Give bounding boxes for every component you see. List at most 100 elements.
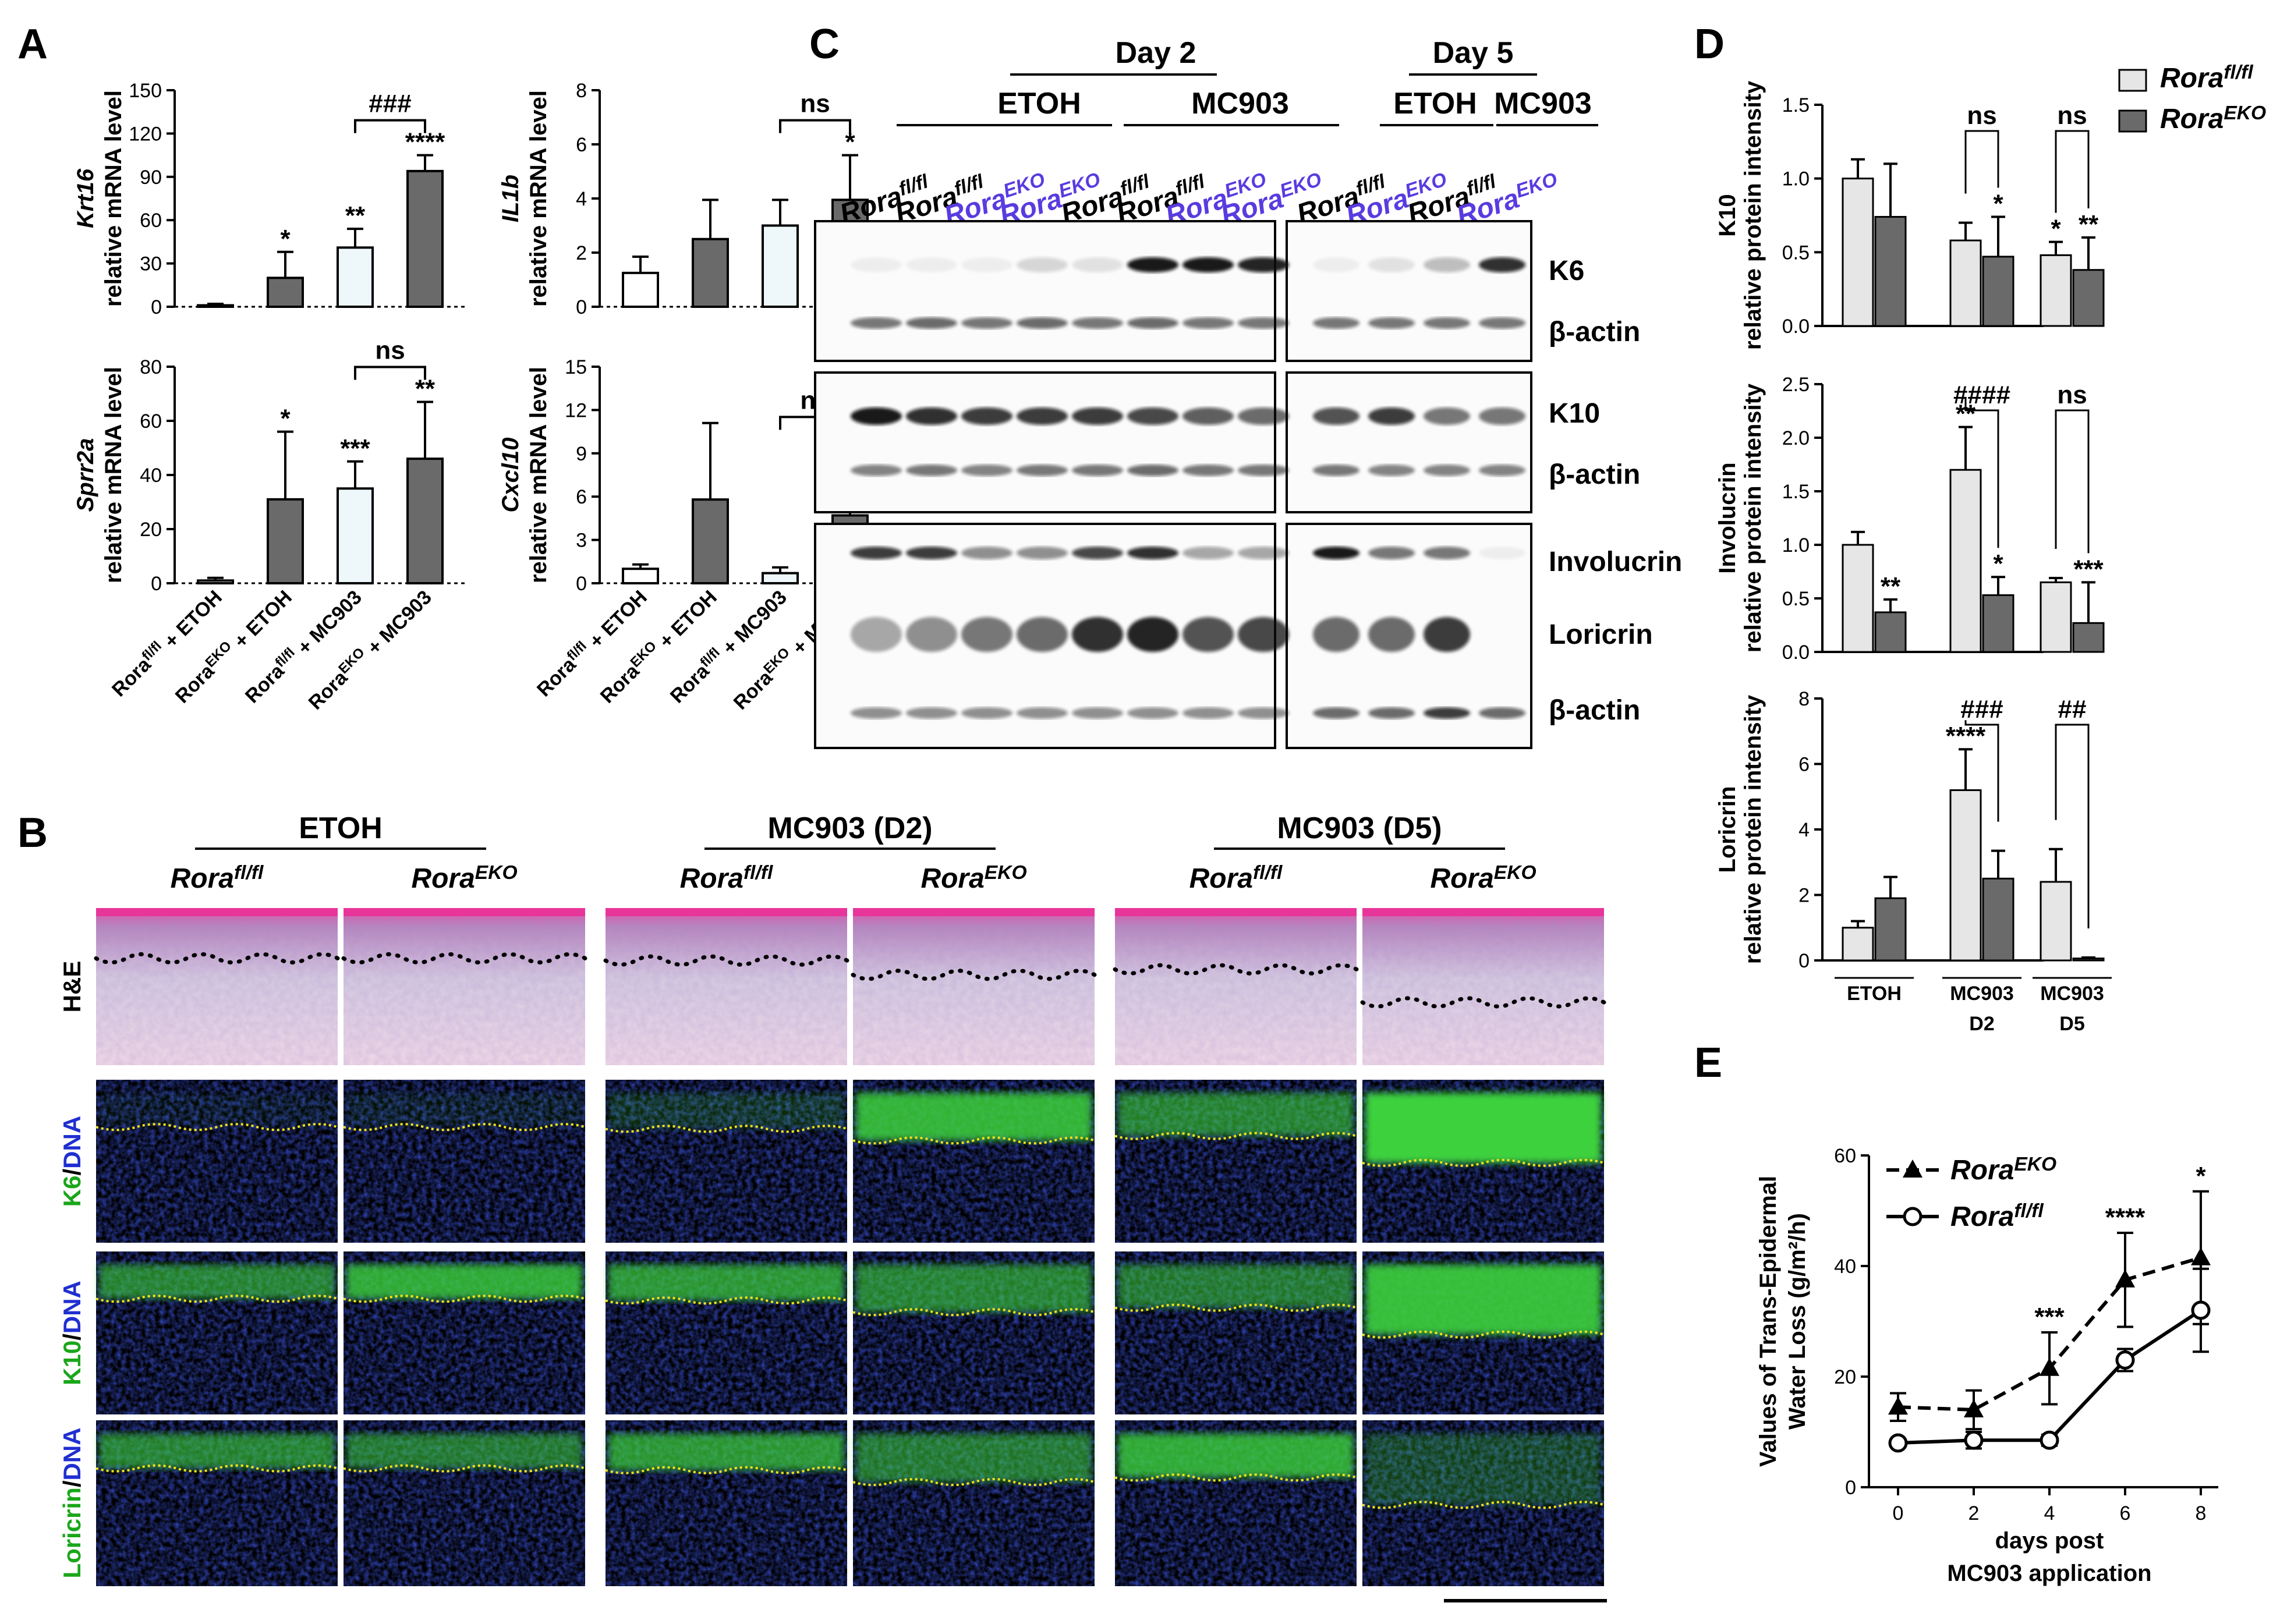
dermal-junction-line xyxy=(95,1464,338,1473)
legend-label: Rorafl/fl xyxy=(2160,62,2253,94)
genotype-superscript: EKO xyxy=(2014,1154,2056,1175)
genotype-name: Rora xyxy=(680,863,743,894)
blot-label: K6 xyxy=(1549,256,1584,286)
data-point-circle xyxy=(2040,1430,2059,1450)
band xyxy=(1182,707,1234,719)
protein-label: Loricrin xyxy=(1715,786,1740,873)
band xyxy=(906,707,957,719)
panel-e-label: E xyxy=(1694,1040,1722,1086)
genotype-name: Rora xyxy=(2160,63,2224,94)
genotype-superscript: fl/fl xyxy=(1253,862,1283,884)
epidermal-signal xyxy=(346,1093,582,1127)
band xyxy=(1368,707,1415,719)
band xyxy=(1017,317,1068,329)
row-label-part: / xyxy=(58,1168,86,1175)
stratum-corneum xyxy=(1362,908,1604,916)
y-tick-label: 0 xyxy=(1798,950,1810,972)
band xyxy=(1479,464,1525,476)
micrograph-r2c1 xyxy=(343,1251,586,1414)
bar-rora-eko xyxy=(1982,877,2014,962)
y-tick-label: 0 xyxy=(151,296,162,318)
data-point-triangle xyxy=(2191,1247,2211,1265)
comparison-bracket xyxy=(1964,720,1999,822)
chart-k10: 0.0 0.5 1.0 1.5 K10 relative protein intensit… xyxy=(1715,80,2105,350)
band xyxy=(851,407,902,425)
band xyxy=(1017,617,1068,652)
band xyxy=(1017,707,1068,719)
band xyxy=(1479,407,1525,425)
blot-label: Loricrin xyxy=(1549,619,1653,650)
x-axis-label: days post xyxy=(1995,1528,2104,1554)
comparison-bracket xyxy=(354,366,426,380)
micrograph-r0c2 xyxy=(603,908,849,1065)
y-tick-label: 9 xyxy=(576,443,587,465)
micrograph-r0c1 xyxy=(341,908,587,1065)
blot-label: β-actin xyxy=(1549,695,1640,726)
band xyxy=(1182,407,1234,425)
x-tick-label: 8 xyxy=(2196,1502,2207,1524)
dermal-junction-line xyxy=(605,1296,848,1305)
dermal-junction-line xyxy=(852,1478,1095,1487)
band xyxy=(851,257,902,272)
band xyxy=(1368,617,1415,652)
band xyxy=(1479,547,1525,559)
bar-rora-flfl xyxy=(1949,239,1982,327)
bar-rora-eko xyxy=(1982,256,2014,327)
bracket-label: ns xyxy=(800,90,830,118)
stratum-corneum xyxy=(853,908,1095,916)
genotype-superscript: fl/fl xyxy=(743,862,773,884)
genotype-treatment: + MC903 xyxy=(359,586,436,663)
epidermal-signal xyxy=(1365,1093,1601,1163)
stratum-corneum xyxy=(96,908,338,916)
bar-rora-flfl xyxy=(2040,581,2072,653)
band xyxy=(1017,464,1068,476)
y-tick-label: 40 xyxy=(140,464,162,487)
micrograph-r0c3 xyxy=(851,908,1097,1065)
band xyxy=(1017,407,1068,425)
epidermal-signal xyxy=(1365,1264,1601,1335)
genotype-header: RoraEKO xyxy=(1430,862,1536,894)
x-axis-label: MC903 application xyxy=(1947,1561,2151,1586)
data-point-circle xyxy=(2115,1350,2135,1370)
group-header: ETOH xyxy=(299,811,383,845)
y-tick-label: 3 xyxy=(576,530,587,552)
bar-rora-eko xyxy=(1874,897,1907,962)
band xyxy=(1479,707,1525,719)
band xyxy=(1313,257,1359,272)
y-axis-label: Water Loss (g/m²/h) xyxy=(1785,1213,1810,1430)
band xyxy=(1072,547,1123,559)
band xyxy=(1479,317,1525,329)
genotype-superscript: fl/fl xyxy=(2014,1200,2044,1222)
genotype-name: Rora xyxy=(1430,863,1493,894)
genotype-superscript: EKO xyxy=(475,862,518,884)
dermal-junction-line xyxy=(852,1308,1095,1317)
epidermal-signal xyxy=(608,1093,844,1129)
band xyxy=(1424,407,1470,425)
genotype-superscript: EKO xyxy=(985,862,1027,884)
category-label: Rorafl/fl + MC903 xyxy=(240,584,366,710)
epidermal-signal xyxy=(608,1433,844,1470)
micrograph-r0c5 xyxy=(1360,908,1606,1065)
x-category-sublabel: D2 xyxy=(1969,1013,1994,1035)
y-tick-label: 0.0 xyxy=(1782,315,1810,338)
x-category-label: ETOH xyxy=(1847,983,1902,1005)
y-tick-label: 0.5 xyxy=(1782,588,1810,610)
data-point-triangle xyxy=(2040,1357,2059,1376)
dermal-junction-line xyxy=(343,1295,586,1303)
bar xyxy=(762,572,799,585)
dermal-junction-line xyxy=(1362,1158,1605,1167)
gene-label: Sprr2a xyxy=(73,438,98,512)
band xyxy=(1072,317,1123,329)
genotype-header: RoraEKO xyxy=(920,862,1026,894)
row-label: K6/DNA xyxy=(58,1116,86,1207)
comparison-bracket xyxy=(2055,409,2090,554)
band xyxy=(961,257,1012,272)
bar xyxy=(622,568,659,585)
comparison-bracket xyxy=(2055,724,2090,928)
bar xyxy=(406,169,444,308)
panel-a-label: A xyxy=(17,21,48,68)
chart-involucrin: 0.0 0.5 1.0 1.5 2.0 2.5 Involucrin relative pro… xyxy=(1715,374,2105,664)
band xyxy=(906,464,957,476)
y-tick-label: 4 xyxy=(576,188,587,210)
